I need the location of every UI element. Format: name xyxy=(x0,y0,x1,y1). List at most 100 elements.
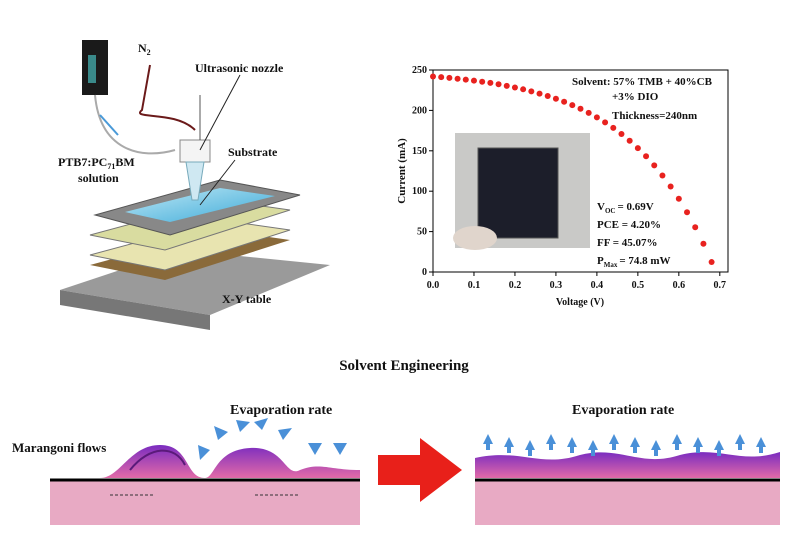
flows-label: Marangoni flows xyxy=(12,440,106,455)
data-point xyxy=(585,109,592,116)
left-panel xyxy=(50,418,360,525)
data-point xyxy=(561,98,568,105)
text: V xyxy=(597,201,605,213)
arrow xyxy=(693,437,703,447)
arrow xyxy=(717,450,721,456)
arrow xyxy=(696,447,700,453)
data-point xyxy=(462,76,469,83)
metric: FF = 45.07% xyxy=(597,237,658,249)
data-point xyxy=(692,224,699,231)
text: 2 xyxy=(147,48,151,57)
text: OC xyxy=(605,207,616,215)
x-tick-label: 0.5 xyxy=(632,280,645,291)
data-point xyxy=(602,119,609,126)
arrow xyxy=(756,437,766,447)
arrow xyxy=(633,447,637,453)
arrow xyxy=(612,444,616,450)
table-label: X-Y table xyxy=(222,292,272,306)
y-tick-label: 200 xyxy=(412,105,427,116)
data-point xyxy=(544,93,551,100)
data-point xyxy=(667,183,674,190)
metric: PCE = 4.20% xyxy=(597,219,661,231)
y-tick-label: 0 xyxy=(422,267,427,278)
text: FF = 45.07% xyxy=(597,237,658,249)
data-point xyxy=(438,74,445,81)
data-point xyxy=(618,130,625,137)
data-point xyxy=(520,86,527,93)
data-point xyxy=(470,77,477,84)
right-panel xyxy=(475,434,780,525)
metric: VOC = 0.69V xyxy=(597,201,654,215)
x-tick-label: 0.2 xyxy=(509,280,522,291)
arrow xyxy=(486,444,490,450)
data-point xyxy=(479,78,486,85)
data-point xyxy=(651,162,658,169)
x-axis-label: Voltage (V) xyxy=(556,297,604,308)
arrow xyxy=(528,450,532,456)
data-point xyxy=(593,114,600,121)
arrow xyxy=(735,434,745,444)
arrow xyxy=(549,444,553,450)
data-point xyxy=(700,240,707,247)
text: PCE = 4.20% xyxy=(597,219,661,231)
x-tick-label: 0.0 xyxy=(427,280,440,291)
data-point xyxy=(487,79,494,86)
text: Max xyxy=(604,261,618,269)
data-point xyxy=(659,172,666,179)
solution-label: solution xyxy=(78,171,119,185)
data-point xyxy=(569,102,576,109)
x-tick-label: 0.7 xyxy=(714,280,727,291)
arrow xyxy=(759,447,763,453)
arrow xyxy=(546,434,556,444)
text: BM xyxy=(115,155,134,169)
arrow xyxy=(738,444,742,450)
x-tick-label: 0.6 xyxy=(673,280,686,291)
data-point xyxy=(446,74,453,81)
arrow xyxy=(588,440,598,450)
y-tick-label: 250 xyxy=(412,65,427,76)
section-title: Solvent Engineering xyxy=(339,358,469,374)
arrow xyxy=(651,440,661,450)
text: N xyxy=(138,41,147,55)
arrow xyxy=(609,434,619,444)
plot-frame xyxy=(432,69,729,273)
data-point xyxy=(708,259,715,266)
data-point xyxy=(684,209,691,216)
annotation: Thickness=240nm xyxy=(612,110,697,122)
data-point xyxy=(536,90,543,97)
y-tick-label: 150 xyxy=(412,146,427,157)
n2-label: N2 xyxy=(138,41,151,57)
text: P xyxy=(597,255,604,267)
data-point xyxy=(454,75,461,82)
arrow xyxy=(378,438,462,502)
arrow xyxy=(630,437,640,447)
rate-label: Evaporation rate xyxy=(230,403,332,418)
arrow xyxy=(570,447,574,453)
arrow xyxy=(525,440,535,450)
arrow xyxy=(591,450,595,456)
data-point xyxy=(634,145,641,152)
arrow xyxy=(507,447,511,453)
data-point xyxy=(643,153,650,160)
arrow xyxy=(654,450,658,456)
data-point xyxy=(495,81,502,88)
x-tick-label: 0.3 xyxy=(550,280,563,291)
arrow xyxy=(504,437,514,447)
annotation: Solvent: 57% TMB + 40%CB xyxy=(572,76,713,88)
data-point xyxy=(675,195,682,202)
arrow xyxy=(672,434,682,444)
inset-photo xyxy=(453,226,497,250)
y-tick-label: 50 xyxy=(417,227,427,238)
text: = 74.8 mW xyxy=(619,255,670,267)
arrow xyxy=(567,437,577,447)
data-point xyxy=(626,137,633,144)
x-tick-label: 0.1 xyxy=(468,280,481,291)
data-point xyxy=(528,88,535,95)
setup-drawing xyxy=(60,40,330,330)
metric: PMax = 74.8 mW xyxy=(597,255,671,269)
y-tick-label: 100 xyxy=(412,186,427,197)
y-axis-label: Current (mA) xyxy=(396,138,408,204)
nozzle-label: Ultrasonic nozzle xyxy=(195,61,284,75)
data-point xyxy=(552,95,559,102)
